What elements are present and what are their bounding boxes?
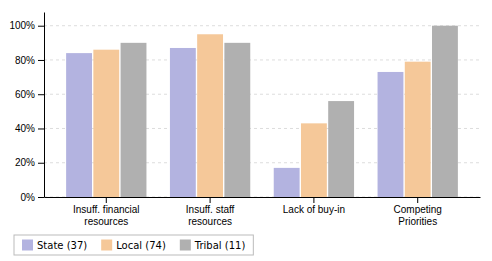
x-tick-label-line: Insuff. staff <box>186 204 235 215</box>
y-tick-mark <box>38 128 44 129</box>
y-tick: 60% <box>15 89 44 100</box>
bar <box>170 48 196 197</box>
bar <box>224 43 250 197</box>
bar <box>197 34 223 197</box>
x-tick-label-line: Priorities <box>398 216 437 227</box>
legend-frame <box>14 235 253 255</box>
bar-series <box>93 34 430 197</box>
legend-swatch <box>22 240 33 251</box>
legend-label: State (37) <box>37 240 87 251</box>
x-tick-label: Insuff. financialresources <box>73 204 140 227</box>
y-tick-mark <box>38 197 44 198</box>
x-tick-label-line: Lack of buy-in <box>283 204 345 215</box>
legend-item: Local (74) <box>101 240 166 251</box>
x-tick: CompetingPriorities <box>394 197 442 227</box>
y-tick: 40% <box>15 123 44 134</box>
x-tick-mark <box>417 197 418 203</box>
y-tick: 80% <box>15 55 44 66</box>
bars <box>66 26 458 197</box>
x-tick-mark <box>210 197 211 203</box>
legend-label: Tribal (11) <box>194 240 246 251</box>
chart: 0%20%40%60%80%100%Insuff. financialresou… <box>0 0 492 261</box>
y-tick-label: 100% <box>9 20 35 31</box>
y-tick: 100% <box>9 20 44 31</box>
grid <box>44 26 480 197</box>
bar <box>328 101 354 197</box>
x-tick: Lack of buy-in <box>283 197 345 215</box>
legend-label: Local (74) <box>116 240 166 251</box>
bar <box>405 62 431 197</box>
legend: State (37) Local (74) Tribal (11) <box>14 235 253 255</box>
bar <box>378 72 404 197</box>
y-tick: 20% <box>15 157 44 168</box>
y-tick-mark <box>38 94 44 95</box>
bar <box>66 53 92 197</box>
y-tick-mark <box>38 26 44 27</box>
bar <box>93 50 119 197</box>
legend-swatch <box>180 240 191 251</box>
x-tick-label-line: resources <box>84 216 128 227</box>
x-tick-label: Lack of buy-in <box>283 204 345 215</box>
grid-line <box>44 25 480 26</box>
y-tick-label: 20% <box>15 157 35 168</box>
x-axis-line <box>45 197 481 198</box>
y-tick-label: 0% <box>21 192 36 203</box>
bar <box>274 168 300 197</box>
x-tick-label-line: Insuff. financial <box>73 204 140 215</box>
legend-swatch <box>101 240 112 251</box>
x-tick-label-line: resources <box>188 216 232 227</box>
legend-item: Tribal (11) <box>180 240 246 251</box>
plot: 0%20%40%60%80%100%Insuff. financialresou… <box>9 13 480 227</box>
x-tick: Insuff. staffresources <box>186 197 235 227</box>
bar <box>301 123 327 197</box>
y-axis-line <box>44 13 45 198</box>
x-axis: Insuff. financialresourcesInsuff. staffr… <box>45 197 481 227</box>
x-tick-label: CompetingPriorities <box>394 204 442 227</box>
x-tick: Insuff. financialresources <box>73 197 140 227</box>
x-tick-label: Insuff. staffresources <box>186 204 235 227</box>
y-tick-mark <box>38 163 44 164</box>
y-axis: 0% 20% 40% 60% 80% 100% <box>9 13 44 203</box>
legend-item: State (37) <box>22 240 87 251</box>
x-tick-mark <box>313 197 314 203</box>
y-tick-label: 40% <box>15 123 35 134</box>
y-tick-label: 80% <box>15 55 35 66</box>
x-tick-mark <box>106 197 107 203</box>
y-tick-label: 60% <box>15 89 35 100</box>
y-tick: 0% <box>21 192 44 203</box>
bar-series <box>121 26 458 197</box>
x-tick-label-line: Competing <box>394 204 442 215</box>
bar <box>432 26 458 197</box>
bar <box>121 43 147 197</box>
y-tick-mark <box>38 60 44 61</box>
